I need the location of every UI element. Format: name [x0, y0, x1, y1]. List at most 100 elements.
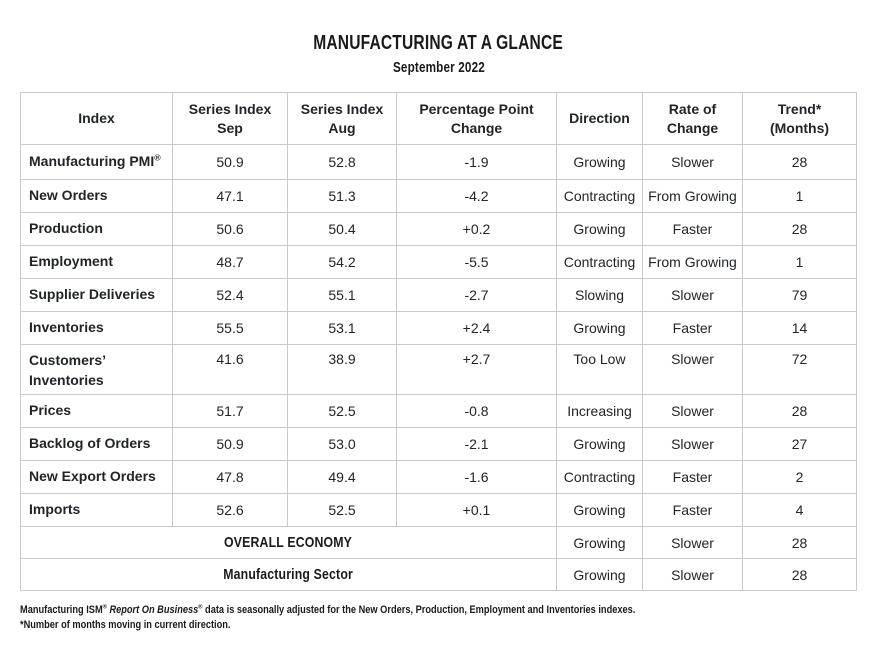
table-row-backlog-of-orders: Backlog of Orders 50.9 53.0 -2.1 Growing… [20, 427, 857, 461]
registered-mark: ® [154, 152, 161, 163]
sep-index-cell: 52.6 [172, 493, 288, 527]
trend-cell: 4 [742, 493, 857, 527]
index-cell: Inventories [20, 311, 173, 345]
rate-cell: Faster [642, 460, 743, 494]
trend-cell: 28 [742, 144, 857, 180]
index-cell: New Export Orders [20, 460, 173, 494]
trend-cell: 2 [742, 460, 857, 494]
direction-cell: Increasing [556, 394, 643, 428]
direction-cell: Growing [556, 212, 643, 246]
change-cell: -1.6 [396, 460, 557, 494]
rate-cell: Slower [642, 427, 743, 461]
trend-cell: 1 [742, 245, 857, 279]
direction-cell: Contracting [556, 245, 643, 279]
direction-cell: Too Low [556, 344, 643, 395]
trend-cell: 28 [742, 394, 857, 428]
sep-index-cell: 47.1 [172, 179, 288, 213]
table-row-new-export-orders: New Export Orders 47.8 49.4 -1.6 Contrac… [20, 460, 857, 494]
header-cell-series-sep: Series Index Sep [172, 92, 288, 145]
index-cell: Production [20, 212, 173, 246]
index-cell: New Orders [20, 179, 173, 213]
direction-cell: Growing [556, 493, 643, 527]
change-cell: -1.9 [396, 144, 557, 180]
footnote-seasonal-adjustment: Manufacturing ISM® Report On Business® d… [20, 603, 636, 616]
registered-mark: ® [102, 603, 107, 611]
registered-mark: ® [198, 603, 203, 611]
rate-cell: Slower [642, 344, 743, 395]
rate-cell: Faster [642, 493, 743, 527]
direction-cell: Growing [556, 144, 643, 180]
direction-cell: Slowing [556, 278, 643, 312]
sep-index-cell: 50.9 [172, 144, 288, 180]
sep-index-cell: 50.6 [172, 212, 288, 246]
index-cell: Prices [20, 394, 173, 428]
direction-cell: Growing [556, 311, 643, 345]
header-cell-change: Percentage Point Change [396, 92, 557, 145]
sep-index-cell: 50.9 [172, 427, 288, 461]
table-row-supplier-deliveries: Supplier Deliveries 52.4 55.1 -2.7 Slowi… [20, 278, 857, 312]
rate-cell: From Growing [642, 245, 743, 279]
table-row-inventories: Inventories 55.5 53.1 +2.4 Growing Faste… [20, 311, 857, 345]
sep-index-cell: 41.6 [172, 344, 288, 395]
direction-cell: Contracting [556, 460, 643, 494]
glance-table: Index Series Index Sep Series Index Aug … [20, 92, 857, 591]
change-cell: -0.8 [396, 394, 557, 428]
table-row-new-orders: New Orders 47.1 51.3 -4.2 Contracting Fr… [20, 179, 857, 213]
sep-index-cell: 48.7 [172, 245, 288, 279]
rate-cell: Slower [642, 526, 743, 559]
trend-cell: 27 [742, 427, 857, 461]
change-cell: +0.2 [396, 212, 557, 246]
table-row-prices: Prices 51.7 52.5 -0.8 Increasing Slower … [20, 394, 857, 428]
header-cell-direction: Direction [556, 92, 643, 145]
table-row-imports: Imports 52.6 52.5 +0.1 Growing Faster 4 [20, 493, 857, 527]
header-cell-trend: Trend* (Months) [742, 92, 857, 145]
aug-index-cell: 53.1 [287, 311, 397, 345]
change-cell: -2.7 [396, 278, 557, 312]
table-row-employment: Employment 48.7 54.2 -5.5 Contracting Fr… [20, 245, 857, 279]
sep-index-cell: 55.5 [172, 311, 288, 345]
page-title: MANUFACTURING AT A GLANCE [313, 32, 564, 54]
rate-cell: Slower [642, 278, 743, 312]
index-cell: Backlog of Orders [20, 427, 173, 461]
change-cell: +0.1 [396, 493, 557, 527]
index-cell: Supplier Deliveries [20, 278, 173, 312]
trend-cell: 72 [742, 344, 857, 395]
aug-index-cell: 55.1 [287, 278, 397, 312]
change-cell: -5.5 [396, 245, 557, 279]
rate-cell: Slower [642, 394, 743, 428]
trend-cell: 14 [742, 311, 857, 345]
aug-index-cell: 52.8 [287, 144, 397, 180]
change-cell: +2.7 [396, 344, 557, 395]
aug-index-cell: 54.2 [287, 245, 397, 279]
index-cell: Manufacturing PMI® [20, 144, 173, 180]
sep-index-cell: 52.4 [172, 278, 288, 312]
sep-index-cell: 51.7 [172, 394, 288, 428]
rate-cell: Slower [642, 558, 743, 591]
summary-label-cell: OVERALL ECONOMY [20, 526, 557, 559]
aug-index-cell: 38.9 [287, 344, 397, 395]
footnotes: Manufacturing ISM® Report On Business® d… [20, 603, 877, 633]
trend-cell: 28 [742, 558, 857, 591]
sep-index-cell: 47.8 [172, 460, 288, 494]
change-cell: +2.4 [396, 311, 557, 345]
change-cell: -4.2 [396, 179, 557, 213]
aug-index-cell: 51.3 [287, 179, 397, 213]
header-row: Index Series Index Sep Series Index Aug … [20, 92, 857, 145]
aug-index-cell: 52.5 [287, 493, 397, 527]
header-cell-rate: Rate of Change [642, 92, 743, 145]
direction-cell: Contracting [556, 179, 643, 213]
table-row-manufacturing-pmi: Manufacturing PMI® 50.9 52.8 -1.9 Growin… [20, 144, 857, 180]
direction-cell: Growing [556, 558, 643, 591]
trend-cell: 1 [742, 179, 857, 213]
summary-row-overall-economy: OVERALL ECONOMY Growing Slower 28 [20, 526, 857, 559]
index-cell: Customers’ Inventories [20, 344, 173, 395]
page-subtitle: September 2022 [392, 59, 485, 76]
rate-cell: Faster [642, 311, 743, 345]
footnote-trend-definition: *Number of months moving in current dire… [20, 618, 231, 631]
direction-cell: Growing [556, 526, 643, 559]
direction-cell: Growing [556, 427, 643, 461]
aug-index-cell: 52.5 [287, 394, 397, 428]
table-row-customers-inventories: Customers’ Inventories 41.6 38.9 +2.7 To… [20, 344, 857, 395]
summary-row-manufacturing-sector: Manufacturing Sector Growing Slower 28 [20, 558, 857, 591]
